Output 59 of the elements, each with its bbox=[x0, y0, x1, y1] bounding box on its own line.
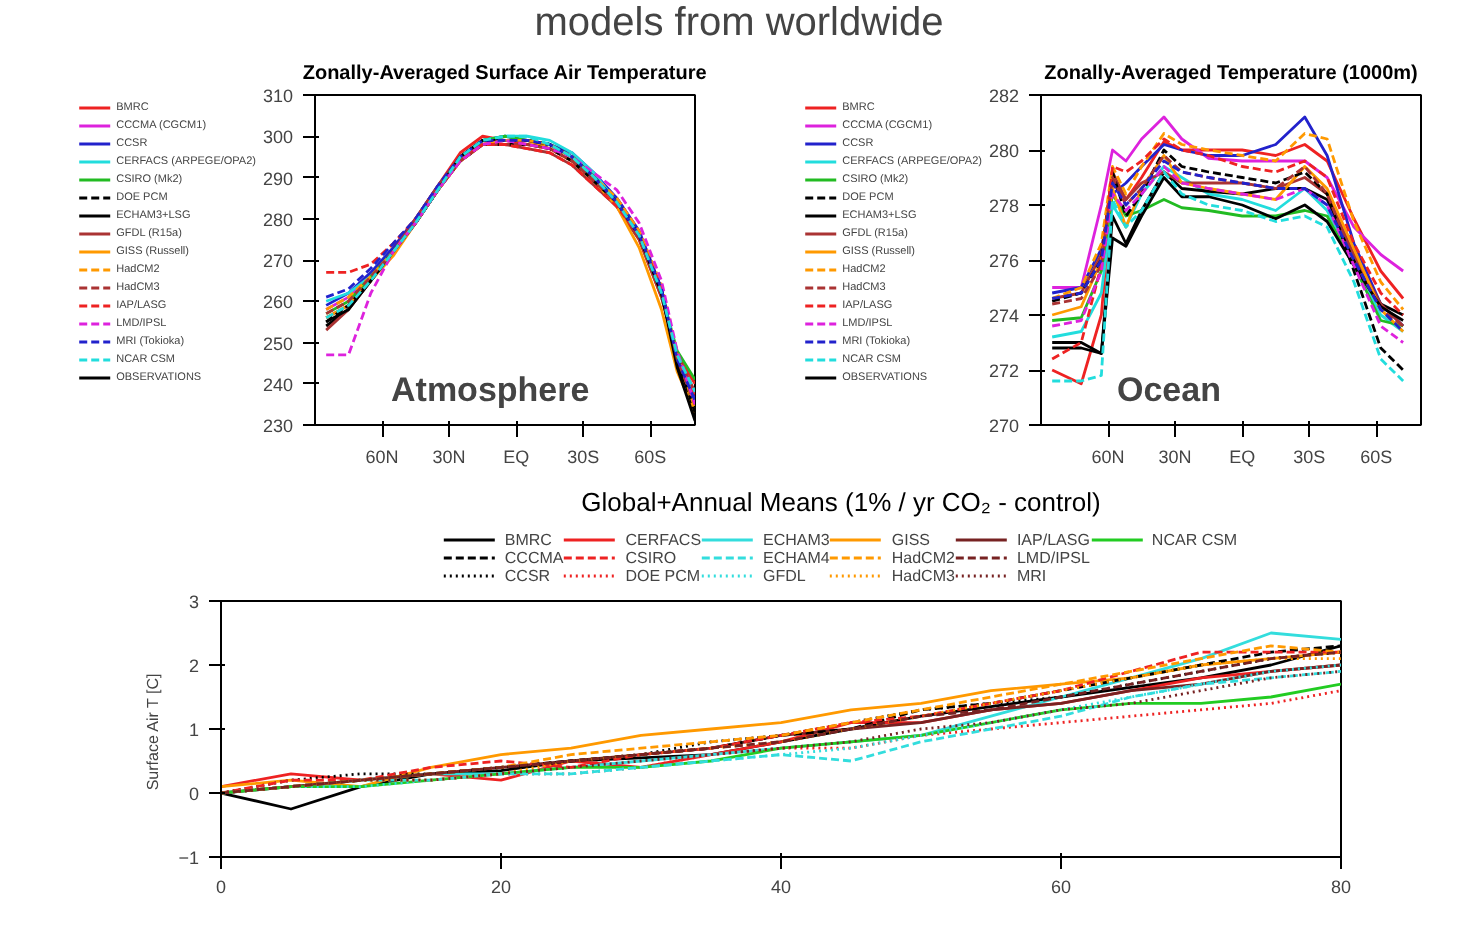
chart-title: Zonally-Averaged Temperature (1000m) bbox=[1044, 63, 1418, 85]
x-tick-label: 30S bbox=[1293, 447, 1326, 467]
chart-title: Zonally-Averaged Surface Air Temperature bbox=[302, 63, 708, 85]
x-tick-label: 30N bbox=[1158, 447, 1192, 467]
legend-label: HadCM2 bbox=[891, 548, 955, 566]
y-tick-label: 230 bbox=[262, 416, 294, 436]
y-tick-label: 282 bbox=[988, 86, 1020, 106]
y-tick-label: 274 bbox=[988, 306, 1020, 326]
x-tick-label: 0 bbox=[215, 877, 227, 897]
legend-label: HadCM3 bbox=[891, 566, 955, 584]
y-tick-label: 278 bbox=[988, 196, 1020, 216]
y-tick-label: 1 bbox=[188, 720, 200, 740]
x-tick-label: EQ bbox=[503, 447, 530, 467]
legend-label: MRI bbox=[1016, 566, 1049, 584]
legend-label: CERFACS bbox=[625, 530, 702, 548]
x-tick-label: 30S bbox=[567, 447, 600, 467]
x-tick-label: 40 bbox=[770, 877, 792, 897]
chart-title: Global+Annual Means (1% / yr CO₂ - control) bbox=[581, 487, 1101, 517]
y-tick-label: 260 bbox=[262, 292, 294, 313]
y-tick-label: 0 bbox=[188, 784, 200, 804]
legend-label: ECHAM4 bbox=[763, 548, 830, 566]
y-tick-label: 240 bbox=[262, 374, 294, 395]
legend-label: LMD/IPSL bbox=[1016, 548, 1090, 566]
y-tick-label: 270 bbox=[262, 251, 294, 271]
x-tick-label: 60S bbox=[1360, 447, 1393, 467]
y-tick-label: 3 bbox=[188, 592, 200, 612]
y-tick-label: 290 bbox=[262, 168, 294, 189]
x-tick-label: 60S bbox=[634, 447, 667, 467]
text: models from worldwide bbox=[534, 1, 944, 45]
legend-label: BMRC bbox=[504, 530, 552, 548]
y-tick-label: 272 bbox=[988, 361, 1020, 381]
legend-label: NCAR CSM bbox=[1151, 530, 1238, 548]
x-tick-label: 20 bbox=[490, 877, 512, 897]
legend-label: GFDL bbox=[763, 566, 806, 584]
y-tick-label: 310 bbox=[262, 86, 294, 106]
legend-label: ECHAM3 bbox=[763, 530, 830, 548]
legend-label: CSIRO bbox=[625, 548, 677, 566]
y-tick-label: 300 bbox=[262, 127, 294, 148]
y-tick-label: 280 bbox=[262, 209, 294, 230]
y-tick-label: 280 bbox=[988, 141, 1020, 161]
x-tick-label: 60N bbox=[1091, 447, 1125, 467]
y-tick-label: −1 bbox=[178, 848, 200, 868]
x-tick-label: 30N bbox=[432, 447, 466, 467]
y-tick-label: 276 bbox=[988, 251, 1020, 271]
y-tick-label: 2 bbox=[188, 656, 200, 676]
annotation: Ocean bbox=[1117, 371, 1221, 409]
annotation: Atmosphere bbox=[391, 371, 590, 409]
x-tick-label: 60N bbox=[365, 447, 399, 467]
legend-label: IAP/LASG bbox=[1016, 530, 1090, 548]
legend-label: DOE PCM bbox=[625, 566, 701, 584]
legend-label: CCCMA bbox=[504, 548, 564, 566]
x-tick-label: 60 bbox=[1050, 877, 1072, 897]
legend-label: CCSR bbox=[504, 566, 551, 584]
x-tick-label: 80 bbox=[1330, 877, 1352, 897]
y-axis-title: Surface Air T [C] bbox=[144, 673, 163, 791]
y-tick-label: 250 bbox=[262, 333, 294, 354]
y-tick-label: 270 bbox=[988, 416, 1020, 436]
legend-label: GISS bbox=[891, 530, 932, 548]
x-tick-label: EQ bbox=[1229, 447, 1256, 467]
